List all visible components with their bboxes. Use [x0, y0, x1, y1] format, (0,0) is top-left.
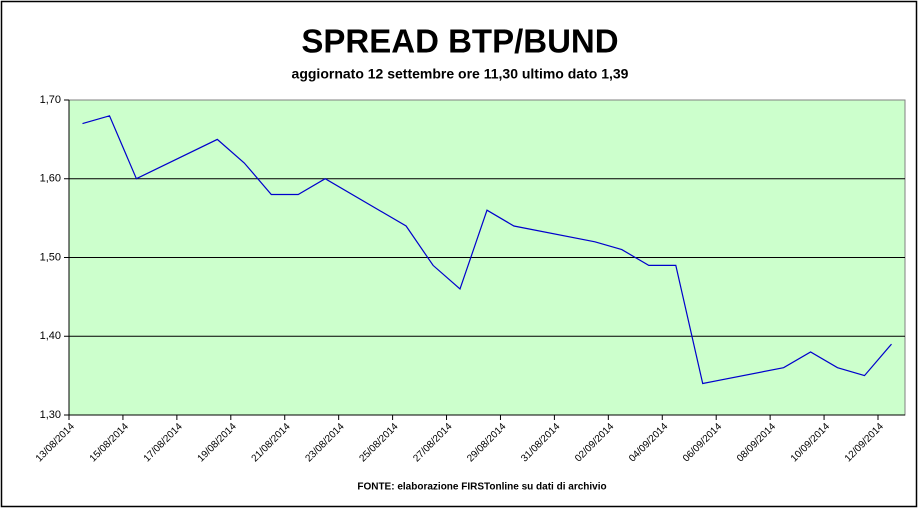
y-tick-label: 1,30	[40, 409, 61, 421]
data-line	[82, 115, 892, 385]
source-note: FONTE: elaborazione FIRSTonline su dati …	[357, 482, 606, 493]
y-tick-label: 1,70	[40, 94, 61, 106]
chart-title: SPREAD BTP/BUND	[301, 23, 618, 60]
y-tick-label: 1,60	[40, 173, 61, 185]
y-tick-label: 1,50	[40, 251, 61, 263]
chart-subtitle: aggiornato 12 settembre ore 11,30 ultimo…	[292, 66, 629, 82]
y-tick-label: 1,40	[40, 330, 61, 342]
